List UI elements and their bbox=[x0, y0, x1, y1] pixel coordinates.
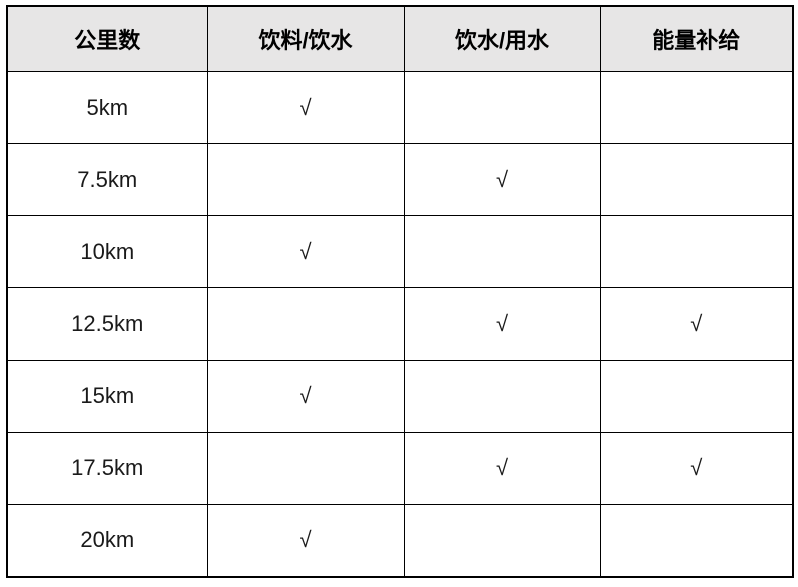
check-cell: √ bbox=[403, 143, 601, 217]
check-cell bbox=[403, 215, 601, 289]
km-cell: 20km bbox=[6, 503, 208, 578]
check-cell bbox=[599, 503, 794, 578]
check-cell: √ bbox=[403, 287, 601, 361]
check-cell bbox=[599, 359, 794, 433]
check-cell bbox=[403, 359, 601, 433]
km-cell: 12.5km bbox=[6, 287, 208, 361]
check-cell: √ bbox=[206, 503, 405, 578]
header-kilometers: 公里数 bbox=[6, 5, 208, 72]
check-cell bbox=[599, 143, 794, 217]
check-cell bbox=[403, 503, 601, 578]
table-row: 12.5km √ √ bbox=[6, 287, 794, 361]
header-energy-supply: 能量补给 bbox=[599, 5, 794, 72]
check-cell bbox=[206, 143, 405, 217]
header-drinks-water: 饮料/饮水 bbox=[206, 5, 405, 72]
check-cell bbox=[206, 431, 405, 505]
km-cell: 5km bbox=[6, 70, 208, 145]
table-row: 10km √ bbox=[6, 215, 794, 289]
table-row: 17.5km √ √ bbox=[6, 431, 794, 505]
check-cell: √ bbox=[599, 287, 794, 361]
check-cell: √ bbox=[206, 359, 405, 433]
check-cell bbox=[599, 70, 794, 145]
km-cell: 17.5km bbox=[6, 431, 208, 505]
check-cell bbox=[599, 215, 794, 289]
check-cell: √ bbox=[206, 70, 405, 145]
supply-station-table: 公里数 饮料/饮水 饮水/用水 能量补给 5km √ 7.5km √ 10km bbox=[6, 5, 794, 578]
check-cell bbox=[206, 287, 405, 361]
header-water-use: 饮水/用水 bbox=[403, 5, 601, 72]
table-row: 5km √ bbox=[6, 70, 794, 145]
check-cell: √ bbox=[206, 215, 405, 289]
km-cell: 15km bbox=[6, 359, 208, 433]
km-cell: 10km bbox=[6, 215, 208, 289]
table-row: 15km √ bbox=[6, 359, 794, 433]
check-cell: √ bbox=[403, 431, 601, 505]
km-cell: 7.5km bbox=[6, 143, 208, 217]
check-cell: √ bbox=[599, 431, 794, 505]
table-row: 20km √ bbox=[6, 503, 794, 578]
header-row: 公里数 饮料/饮水 饮水/用水 能量补给 bbox=[6, 5, 794, 72]
check-cell bbox=[403, 70, 601, 145]
table-row: 7.5km √ bbox=[6, 143, 794, 217]
